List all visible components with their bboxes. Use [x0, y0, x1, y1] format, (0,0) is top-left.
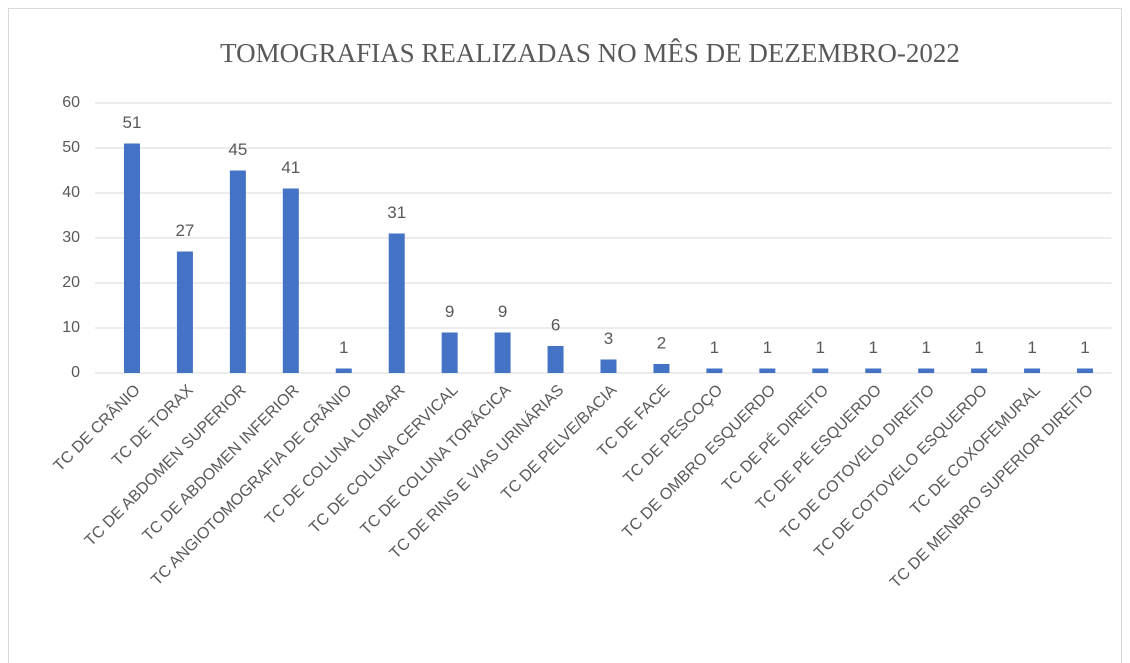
chart-title: TOMOGRAFIAS REALIZADAS NO MÊS DE DEZEMBR…	[220, 38, 960, 68]
data-label: 1	[974, 338, 983, 357]
bar	[759, 368, 776, 373]
y-tick-label: 20	[62, 274, 80, 291]
data-label: 6	[551, 315, 560, 334]
y-tick-label: 50	[62, 139, 80, 156]
data-label: 9	[498, 302, 507, 321]
data-label: 1	[816, 338, 825, 357]
bar	[653, 364, 670, 373]
bar	[812, 368, 829, 373]
bar	[388, 233, 405, 373]
bar	[494, 332, 511, 373]
y-tick-label: 60	[62, 94, 80, 111]
y-tick-label: 30	[62, 229, 80, 246]
bar	[547, 346, 564, 373]
data-label: 1	[710, 338, 719, 357]
bar	[176, 251, 193, 373]
y-tick-label: 40	[62, 184, 80, 201]
bar	[971, 368, 988, 373]
y-tick-label: 0	[71, 364, 80, 381]
data-label: 1	[1080, 338, 1089, 357]
bar	[282, 188, 299, 373]
data-label: 1	[339, 338, 348, 357]
data-label: 41	[281, 158, 300, 177]
data-label: 1	[921, 338, 930, 357]
bar	[441, 332, 458, 373]
bar	[600, 359, 617, 373]
data-label: 2	[657, 333, 666, 352]
chart-frame	[8, 8, 1122, 663]
bar	[1077, 368, 1094, 373]
bar	[335, 368, 352, 373]
y-tick-label: 10	[62, 319, 80, 336]
bar	[865, 368, 882, 373]
data-label: 51	[123, 113, 142, 132]
data-label: 45	[228, 140, 247, 159]
data-label: 1	[869, 338, 878, 357]
bar	[918, 368, 935, 373]
data-label: 9	[445, 302, 454, 321]
data-label: 31	[387, 203, 406, 222]
bar	[229, 170, 246, 373]
data-label: 1	[1027, 338, 1036, 357]
bar	[706, 368, 723, 373]
bar	[1024, 368, 1041, 373]
data-label: 27	[175, 221, 194, 240]
data-label: 1	[763, 338, 772, 357]
bar	[123, 143, 140, 373]
data-label: 3	[604, 329, 613, 348]
